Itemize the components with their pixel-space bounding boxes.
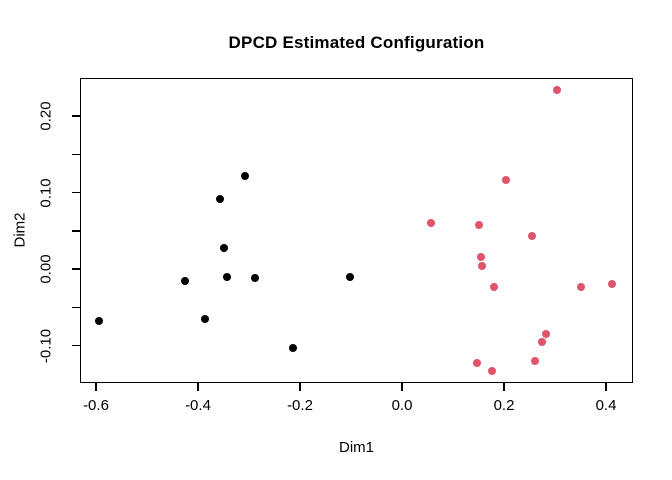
data-point-group-2-pink [487, 366, 496, 375]
y-minor-tick [72, 153, 80, 155]
x-axis-label: Dim1 [338, 439, 374, 456]
data-point-group-1-black [180, 277, 189, 286]
x-tick-label: 0.4 [595, 397, 617, 414]
data-point-group-2-pink [528, 232, 537, 241]
plot-area-box [80, 78, 633, 383]
x-tick-label: 0.2 [493, 397, 515, 414]
data-point-group-1-black [222, 273, 231, 282]
chart-title: DPCD Estimated Configuration [228, 33, 485, 52]
data-point-group-2-pink [426, 219, 435, 228]
x-tick-label: -0.6 [83, 397, 109, 414]
y-tick [72, 115, 80, 117]
data-point-group-1-black [289, 343, 298, 352]
y-tick [72, 268, 80, 270]
data-point-group-2-pink [577, 282, 585, 291]
data-point-group-2-pink [531, 356, 540, 365]
data-point-group-2-pink [501, 176, 510, 185]
data-point-group-2-pink [553, 85, 562, 94]
data-point-group-1-black [94, 317, 103, 326]
x-tick [299, 383, 301, 391]
x-tick [401, 383, 403, 391]
data-point-group-1-black [251, 274, 260, 283]
y-tick [72, 191, 80, 194]
data-point-group-2-pink [473, 359, 482, 368]
data-point-group-2-pink [607, 280, 616, 289]
x-tick-label: -0.4 [185, 397, 211, 414]
data-point-group-2-pink [474, 221, 483, 230]
data-point-group-2-pink [478, 261, 487, 270]
x-tick [197, 383, 199, 391]
data-point-group-1-black [241, 171, 250, 180]
data-point-group-1-black [216, 195, 225, 204]
data-point-group-2-pink [477, 252, 486, 261]
data-point-group-2-pink [489, 282, 498, 291]
y-minor-tick [72, 230, 80, 232]
data-point-group-2-pink [538, 338, 547, 347]
x-tick-label: -0.2 [287, 397, 313, 414]
data-point-group-1-black [200, 315, 209, 324]
data-point-group-1-black [220, 243, 228, 252]
x-tick [605, 383, 607, 391]
x-tick [503, 383, 505, 391]
y-minor-tick [72, 306, 80, 308]
data-point-group-1-black [346, 272, 355, 281]
y-tick [72, 344, 80, 347]
data-point-group-2-pink [541, 330, 550, 339]
x-tick-label: 0.0 [391, 397, 413, 414]
y-axis-label-text: Dim2 [11, 212, 29, 248]
x-tick [95, 383, 97, 391]
